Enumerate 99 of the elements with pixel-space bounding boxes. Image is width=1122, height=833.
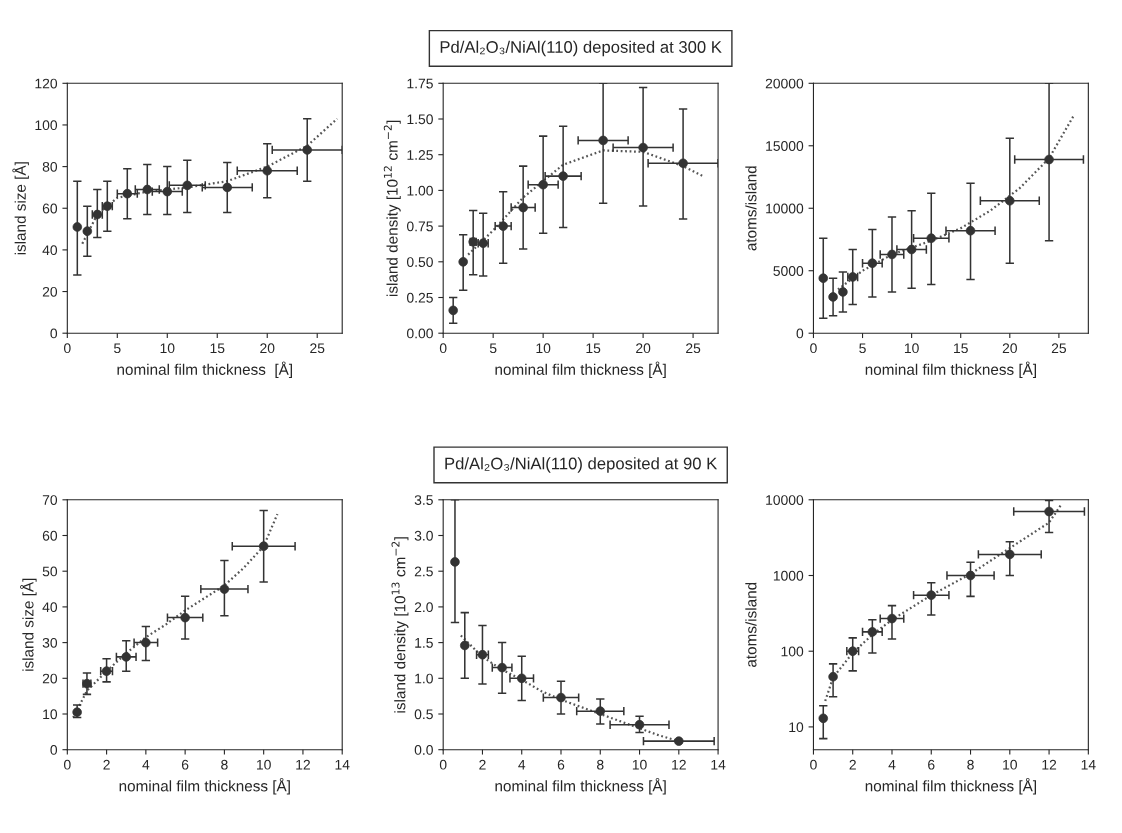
y-tick-label: 0 <box>50 328 58 339</box>
x-axis-title: nominal film thickness [Å] <box>495 777 666 795</box>
x-tick-label: 25 <box>1051 343 1067 354</box>
y-tick-label: 0 <box>50 745 58 755</box>
y-tick-label: 1.50 <box>407 114 433 125</box>
x-tick-label: 10 <box>257 759 271 770</box>
x-tick-label: 0 <box>439 759 447 770</box>
x-tick-label: 20 <box>260 343 275 354</box>
x-tick-label: 2 <box>103 759 110 770</box>
line-series <box>81 117 339 245</box>
y-tick-label: 1.0 <box>415 673 433 684</box>
x-tick-label: 5 <box>113 343 121 354</box>
x-tick-label: 0 <box>810 343 817 354</box>
x-tick-label: 12 <box>672 759 686 770</box>
x-tick-label: 12 <box>1042 759 1057 770</box>
y-tick-label: 20 <box>42 286 58 297</box>
y-tick-label: 10000 <box>766 495 804 505</box>
y-tick-label: 1.5 <box>415 638 433 648</box>
x-tick-label: 10 <box>160 343 175 354</box>
y-tick-label: 60 <box>42 203 58 214</box>
line-series <box>72 512 279 719</box>
x-tick-label: 14 <box>1081 759 1096 770</box>
y-tick-label: 3.0 <box>414 530 433 541</box>
y-tick-label: 15000 <box>766 141 804 151</box>
y-tick-label: 100 <box>35 120 58 131</box>
y-tick-label: 2.0 <box>414 602 433 613</box>
y-tick-label: 10 <box>43 709 58 720</box>
x-axis-title: nominal film thickness [Å] <box>865 777 1036 795</box>
y-tick-label: 40 <box>42 602 58 613</box>
y-axis-title: island density [10$^{12}$ cm$^{−2}$] <box>383 120 401 296</box>
y-tick-label: 3.5 <box>414 495 433 505</box>
y-axis-title: island size [Å] <box>12 162 29 255</box>
x-axis-title: nominal film thickness [Å] <box>865 361 1036 378</box>
x-tick-label: 20 <box>636 343 651 354</box>
x-axis-title: nominal film thickness [Å] <box>495 361 666 378</box>
x-tick-label: 10 <box>904 343 919 354</box>
x-tick-label: 25 <box>310 343 325 354</box>
y-tick-label: 40 <box>42 245 58 256</box>
y-tick-label: 20 <box>42 673 58 684</box>
x-tick-label: 0 <box>64 759 71 770</box>
y-tick-label: 10000 <box>766 203 804 214</box>
y-tick-label: 10 <box>789 722 804 733</box>
x-tick-label: 5 <box>859 343 866 354</box>
y-tick-label: 0.50 <box>406 257 433 267</box>
y-tick-label: 1.25 <box>407 150 433 160</box>
y-tick-label: 30 <box>42 637 58 648</box>
y-axis-title: atoms/island <box>745 582 757 667</box>
x-axis-title: nominal film thickness [Å] <box>117 361 292 378</box>
x-tick-label: 8 <box>967 759 974 770</box>
y-tick-label: 0.00 <box>406 328 433 339</box>
x-tick-label: 6 <box>557 759 565 770</box>
y-tick-label: 120 <box>35 78 58 89</box>
x-tick-label: 14 <box>711 759 726 770</box>
y-tick-label: 100 <box>781 646 804 657</box>
y-tick-label: 1.00 <box>407 185 433 196</box>
x-tick-label: 12 <box>296 759 310 770</box>
y-tick-label: 0.75 <box>406 221 433 232</box>
x-tick-label: 10 <box>536 343 551 354</box>
x-tick-label: 5 <box>489 343 497 354</box>
x-tick-label: 15 <box>954 343 968 354</box>
y-tick-label: 2.5 <box>414 566 433 577</box>
y-axis-title: island density [10$^{13}$ cm$^{−2}$] <box>391 537 409 713</box>
y-tick-label: 1000 <box>773 570 804 581</box>
y-tick-label: 50 <box>42 566 58 577</box>
y-tick-label: 0.5 <box>414 709 433 720</box>
x-tick-label: 20 <box>1002 343 1017 354</box>
y-axis-title: island size [Å] <box>20 578 37 671</box>
x-tick-label: 15 <box>586 343 601 354</box>
x-tick-label: 6 <box>928 759 935 770</box>
x-tick-label: 25 <box>686 343 701 354</box>
x-tick-label: 4 <box>142 759 150 770</box>
x-tick-label: 15 <box>210 343 225 354</box>
chart-title: Pd/Al₂O₃/NiAl(110) deposited at 300 K <box>440 40 722 57</box>
line-series <box>824 504 1062 703</box>
x-axis-title: nominal film thickness [Å] <box>119 777 290 795</box>
y-tick-label: 0 <box>796 328 804 339</box>
x-tick-label: 14 <box>335 759 350 770</box>
y-tick-label: 70 <box>42 495 58 505</box>
x-tick-label: 0 <box>64 343 71 354</box>
y-tick-label: 60 <box>42 530 58 541</box>
y-tick-label: 0.25 <box>406 292 433 303</box>
y-tick-label: 80 <box>42 161 58 172</box>
x-tick-label: 10 <box>632 759 647 770</box>
x-tick-label: 10 <box>1003 759 1017 770</box>
x-tick-label: 8 <box>597 759 604 770</box>
x-tick-label: 2 <box>479 759 486 770</box>
y-tick-label: 5000 <box>773 266 804 276</box>
y-tick-label: 1.75 <box>407 78 433 89</box>
x-tick-label: 4 <box>888 759 896 770</box>
x-tick-label: 2 <box>849 759 856 770</box>
y-tick-label: 0.0 <box>414 745 433 755</box>
x-tick-label: 0 <box>439 343 447 354</box>
x-tick-label: 0 <box>810 759 817 770</box>
y-axis-title: atoms/island <box>745 166 757 251</box>
x-tick-label: 4 <box>518 759 526 770</box>
x-tick-label: 6 <box>181 759 189 770</box>
y-tick-label: 20000 <box>765 78 804 89</box>
chart-title: Pd/Al₂O₃/NiAl(110) deposited at 90 K <box>445 457 718 473</box>
x-tick-label: 8 <box>221 759 228 770</box>
